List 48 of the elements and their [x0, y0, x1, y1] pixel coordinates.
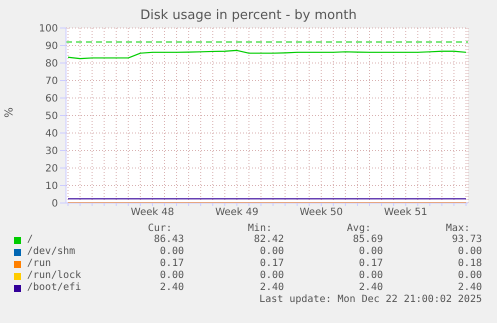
legend-label: /dev/shm: [27, 246, 76, 257]
text: 0.00: [260, 246, 284, 257]
y-tick-label: 30: [45, 146, 58, 158]
text: 0.00: [458, 270, 482, 281]
text: 0.18: [458, 258, 482, 269]
x-tick-label: Week 49: [215, 207, 259, 218]
chart-title: Disk usage in percent - by month: [139, 8, 358, 23]
legend-label: /: [27, 234, 34, 245]
text: 93.73: [452, 234, 482, 245]
x-tick-label: Week 48: [130, 207, 174, 218]
text: 2.40: [260, 282, 284, 293]
legend-label: /run/lock: [27, 270, 82, 281]
legend-label: /run: [27, 258, 52, 269]
text: 82.42: [254, 234, 284, 245]
y-tick-label: 70: [45, 76, 58, 88]
y-tick-label: 50: [45, 111, 58, 122]
x-tick-label: Week 51: [384, 207, 428, 218]
y-tick-label: 100: [38, 24, 58, 35]
text: 2.40: [358, 282, 383, 293]
y-tick-label: 90: [45, 41, 58, 52]
text: 0.00: [160, 270, 184, 281]
line-series: [67, 50, 467, 60]
y-tick-label: 10: [45, 181, 58, 192]
legend-label: /boot/efi: [27, 282, 82, 293]
text: Cur:: [148, 223, 172, 234]
text: 0.00: [358, 270, 383, 281]
text: 0.17: [260, 258, 284, 269]
text: 0.00: [358, 246, 383, 257]
y-tick-label: 20: [45, 164, 58, 175]
text: Avg:: [346, 223, 371, 234]
text: Last update: Mon Dec 22 21:00:02 2025: [259, 294, 482, 305]
text: Min:: [248, 223, 272, 234]
y-tick-label: 40: [45, 128, 58, 140]
y-axis-title: %: [2, 107, 16, 118]
text: 86.43: [154, 234, 184, 245]
y-tick-label: 80: [45, 58, 58, 70]
text: 0.00: [260, 270, 284, 281]
text: Max:: [446, 223, 470, 234]
text: 0.17: [358, 258, 383, 269]
text: 85.69: [352, 234, 383, 245]
text: 2.40: [458, 282, 482, 293]
text: 2.40: [160, 282, 184, 293]
y-tick-label: 0: [52, 198, 58, 210]
text: 0.00: [458, 246, 482, 257]
x-tick-label: Week 50: [300, 207, 343, 218]
text: 0.00: [160, 246, 184, 257]
y-tick-label: 60: [45, 94, 58, 105]
text: 0.17: [160, 258, 184, 269]
